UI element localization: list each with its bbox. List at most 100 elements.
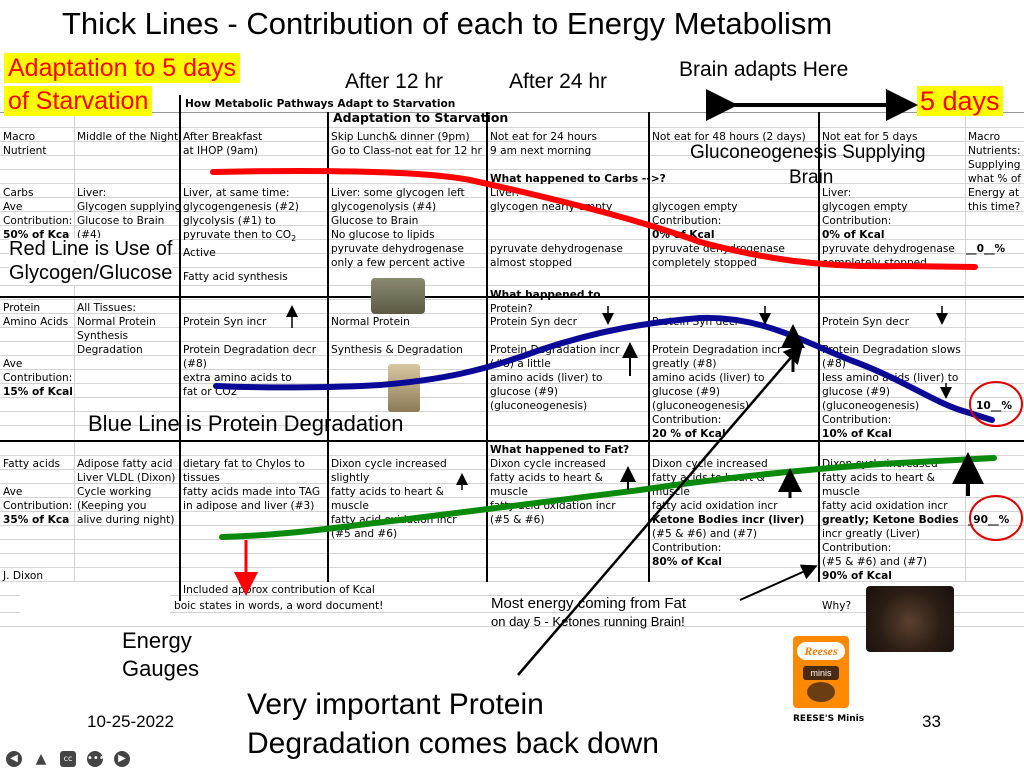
fat-c1-0: Adipose fatty acid bbox=[77, 458, 173, 470]
header-percent-5: Energy at bbox=[968, 187, 1020, 199]
red-glycogen-line bbox=[210, 167, 978, 270]
reeses-logo: Reeses bbox=[797, 642, 845, 660]
protein-percent: 15% of Kcal bbox=[3, 386, 73, 398]
fat-col1: Adipose fatty acid Liver VLDL (Dixon) Cy… bbox=[77, 457, 175, 527]
carbs-c3-1: glycogenolysis (#4) bbox=[331, 201, 437, 213]
fat-c3-2: fatty acids to heart & bbox=[331, 486, 444, 498]
header-breakfast-2: at IHOP (9am) bbox=[183, 145, 259, 157]
back-icon[interactable]: ◀ bbox=[6, 751, 22, 767]
fat-c5-0: Dixon cycle increased bbox=[652, 458, 768, 470]
protein-c5-2: greatly (#8) bbox=[652, 358, 717, 370]
protein-c1-2: Synthesis bbox=[77, 330, 129, 342]
carbs-c2-1: glycogengenesis (#2) bbox=[183, 201, 299, 213]
header-night: Middle of the Night bbox=[77, 131, 179, 143]
energy-gauges-2: Gauges bbox=[122, 656, 200, 681]
fat-c5-7: 80% of Kcal bbox=[652, 556, 722, 568]
footnote-1: Included approx contribution of Kcal bbox=[183, 584, 375, 596]
fat-c2-1: tissues bbox=[183, 472, 220, 484]
fat-c3-5: (#5 and #6) bbox=[331, 528, 398, 540]
protein-c2-2: (#8) bbox=[183, 358, 207, 370]
footnote-2: boic states in words, a word document! bbox=[174, 600, 384, 612]
header-24h: Not eat for 24 hours bbox=[490, 131, 598, 143]
carbs-c4-2: pyruvate dehydrogenase bbox=[490, 243, 623, 255]
carbs-c1-2: Glucose to Brain bbox=[77, 215, 165, 227]
protein-c4-1: Protein Degradation incr bbox=[490, 344, 620, 356]
protein-c5-5: (gluconeogenesis) bbox=[652, 400, 750, 412]
adaptation-label-1: Adaptation to 5 days bbox=[4, 53, 240, 83]
header-5days: Not eat for 5 days bbox=[822, 131, 918, 143]
fat-c1-1: Liver VLDL (Dixon) bbox=[77, 472, 176, 484]
carbs-c6-4: pyruvate dehydrogenase bbox=[822, 243, 955, 255]
protein-c5-4: glucose (#9) bbox=[652, 386, 720, 398]
header-24h-2: 9 am next morning bbox=[490, 145, 592, 157]
carbs-c2-3-text: pyruvate then to CO bbox=[183, 229, 292, 241]
protein-c3-1: Synthesis & Degradation bbox=[331, 344, 463, 356]
after-12-label: After 12 hr bbox=[345, 70, 444, 93]
fat-c4-4: (#5 & #6) bbox=[490, 514, 545, 526]
carbs-c2-2: glycolysis (#1) to bbox=[183, 215, 276, 227]
protein-col3: Normal Protein Synthesis & Degradation bbox=[331, 315, 463, 357]
protein-c1-1: Normal Protein bbox=[77, 316, 156, 328]
fat-percent: 35% of Kca bbox=[3, 514, 70, 526]
protein-c1-3: Degradation bbox=[77, 344, 143, 356]
sheet-heading: How Metabolic Pathways Adapt to Starvati… bbox=[185, 98, 456, 110]
brain-adapts-label: Brain adapts Here bbox=[679, 58, 849, 81]
header-skip: Skip Lunch& dinner (9pm) bbox=[331, 131, 470, 143]
gauge-circle-protein bbox=[969, 381, 1023, 427]
protein-c4-4: glucose (#9) bbox=[490, 386, 558, 398]
slide-date: 10-25-2022 bbox=[87, 712, 174, 731]
fat-c5-3: fatty acid oxidation incr bbox=[652, 500, 778, 512]
carbs-contribution: Contribution: bbox=[3, 215, 73, 227]
fat-c6-7: (#5 & #6) and (#7) bbox=[822, 556, 928, 568]
green-fat-line bbox=[219, 455, 997, 540]
fat-label: Fatty acids bbox=[3, 458, 61, 470]
protein-c4-5: (gluconeogenesis) bbox=[490, 400, 588, 412]
fat-happened: What happened to Fat? bbox=[490, 444, 630, 456]
reeses-cup bbox=[807, 682, 835, 702]
carbs-c1-1: Glycogen supplying bbox=[77, 201, 182, 213]
protein-label: Protein bbox=[3, 302, 41, 314]
fat-c2-3: in adipose and liver (#3) bbox=[183, 500, 315, 512]
carbs-c2-3: pyruvate then to CO2 bbox=[183, 229, 297, 244]
fat-c1-2: Cycle working bbox=[77, 486, 152, 498]
protein-c4-0: Protein Syn decr bbox=[490, 316, 577, 328]
protein-col1: All Tissues: Normal Protein Synthesis De… bbox=[77, 301, 156, 357]
fat-c6-5: incr greatly (Liver) bbox=[822, 528, 921, 540]
protein-gauge: 10__% bbox=[976, 400, 1012, 412]
carbs-c3-4: pyruvate dehydrogenase bbox=[331, 243, 464, 255]
fat-gauge: _90__% bbox=[968, 514, 1010, 526]
carbs-c2-0: Liver, at same time: bbox=[183, 187, 290, 199]
header-48h: Not eat for 48 hours (2 days) bbox=[652, 131, 806, 143]
carbs-c5-0: glycogen empty bbox=[652, 201, 738, 213]
home-icon[interactable]: ▲ bbox=[35, 751, 47, 767]
why-label: Why? bbox=[822, 600, 852, 612]
header-skip-2: Go to Class-not eat for 12 hr bbox=[331, 145, 482, 157]
fat-c4-0: Dixon cycle increased bbox=[490, 458, 606, 470]
fat-c5-4: Ketone Bodies incr (liver) bbox=[652, 514, 805, 526]
tortoise-image bbox=[371, 278, 425, 314]
fat-c3-0: Dixon cycle increased bbox=[331, 458, 447, 470]
important-1: Very important Protein bbox=[247, 688, 544, 721]
fat-c6-6: Contribution: bbox=[822, 542, 892, 554]
carbs-c6-2: Contribution: bbox=[822, 215, 892, 227]
header-macro: Macro bbox=[3, 131, 36, 143]
fat-col4: Dixon cycle increased fatty acids to hea… bbox=[490, 457, 616, 527]
carbs-c6-3: 0% of Kcal bbox=[822, 229, 885, 241]
protein-c6-6: Contribution: bbox=[822, 414, 892, 426]
header-nutrient: Nutrient bbox=[3, 145, 47, 157]
forward-icon[interactable]: ▶ bbox=[114, 751, 130, 767]
more-icon[interactable]: ••• bbox=[87, 751, 105, 767]
reeses-caption: REESE'S Minis bbox=[793, 714, 865, 724]
fat-c6-3: fatty acid oxidation incr bbox=[822, 500, 948, 512]
carbs-col3: Liver: some glycogen left glycogenolysis… bbox=[331, 186, 465, 270]
fat-c6-4: greatly; Ketone Bodies bbox=[822, 514, 959, 526]
fat-c4-2: muscle bbox=[490, 486, 528, 498]
red-line-label-1: Red Line is Use of bbox=[9, 238, 173, 261]
carbs-c3-2: Glucose to Brain bbox=[331, 215, 419, 227]
five-days-label: 5 days bbox=[917, 86, 1003, 116]
captions-icon[interactable]: cc bbox=[60, 751, 76, 767]
protein-c6-0: Protein Syn decr bbox=[822, 316, 909, 328]
carbs-c4-3: almost stopped bbox=[490, 257, 573, 269]
protein-c1-0: All Tissues: bbox=[77, 302, 136, 314]
